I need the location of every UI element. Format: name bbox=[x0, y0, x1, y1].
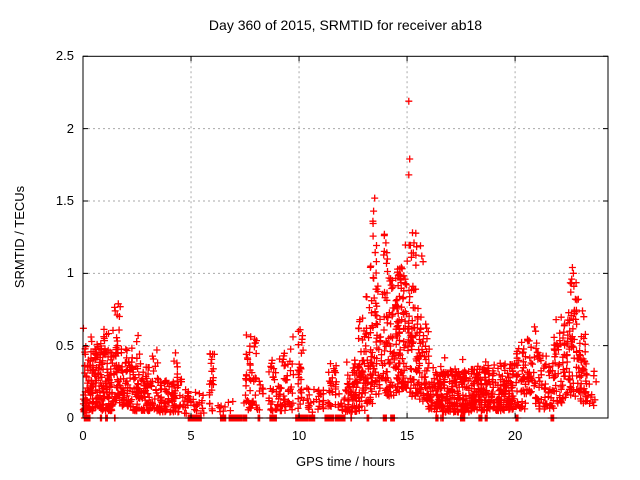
x-axis-label: GPS time / hours bbox=[296, 454, 395, 469]
x-tick-label: 15 bbox=[399, 428, 415, 443]
scatter-points bbox=[79, 97, 600, 422]
y-tick-label: 0 bbox=[66, 410, 74, 425]
chart-title: Day 360 of 2015, SRMTID for receiver ab1… bbox=[208, 17, 483, 33]
x-tick-label: 20 bbox=[507, 428, 523, 443]
y-tick-label: 1.5 bbox=[55, 192, 74, 208]
y-tick-label: 1 bbox=[66, 265, 74, 281]
x-tick-label: 0 bbox=[79, 428, 87, 443]
y-tick-label: 2 bbox=[66, 120, 74, 136]
y-tick-label: 2.5 bbox=[55, 48, 74, 64]
y-tick-label: 0.5 bbox=[55, 337, 74, 353]
grid-lines bbox=[83, 56, 608, 418]
x-tick-label: 5 bbox=[187, 428, 195, 443]
x-tick-label: 10 bbox=[291, 428, 307, 443]
plot-border bbox=[82, 55, 609, 419]
